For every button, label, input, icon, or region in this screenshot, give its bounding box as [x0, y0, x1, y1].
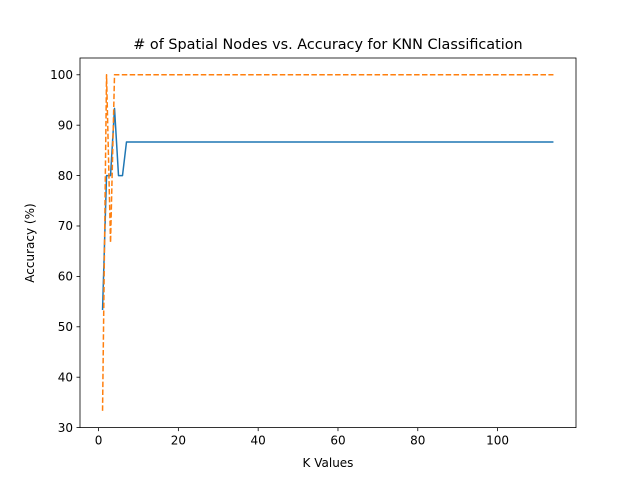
x-tick-label: 60 [330, 434, 345, 448]
y-tick-label: 50 [58, 320, 73, 334]
y-axis-label: Accuracy (%) [23, 203, 37, 282]
chart-title: # of Spatial Nodes vs. Accuracy for KNN … [133, 37, 522, 53]
x-axis: 0 20 40 60 80 100 [95, 427, 509, 448]
x-tick-label: 40 [251, 434, 266, 448]
series-line-2 [101, 74, 554, 411]
x-tick-label: 0 [95, 434, 103, 448]
y-tick-label: 60 [58, 270, 73, 284]
y-tick-label: 90 [58, 118, 73, 132]
y-tick-label: 70 [58, 219, 73, 233]
x-axis-label: K Values [303, 456, 354, 470]
plot-lines [101, 74, 554, 411]
y-axis: 30 40 50 60 70 80 90 100 [50, 68, 80, 435]
y-tick-label: 30 [58, 421, 73, 435]
y-tick-label: 100 [50, 68, 73, 82]
y-tick-label: 40 [58, 370, 73, 384]
y-tick-label: 80 [58, 169, 73, 183]
x-tick-label: 100 [486, 434, 509, 448]
series-line-1 [101, 107, 554, 311]
x-tick-label: 80 [410, 434, 425, 448]
x-tick-label: 20 [171, 434, 186, 448]
plot-frame [79, 57, 577, 429]
